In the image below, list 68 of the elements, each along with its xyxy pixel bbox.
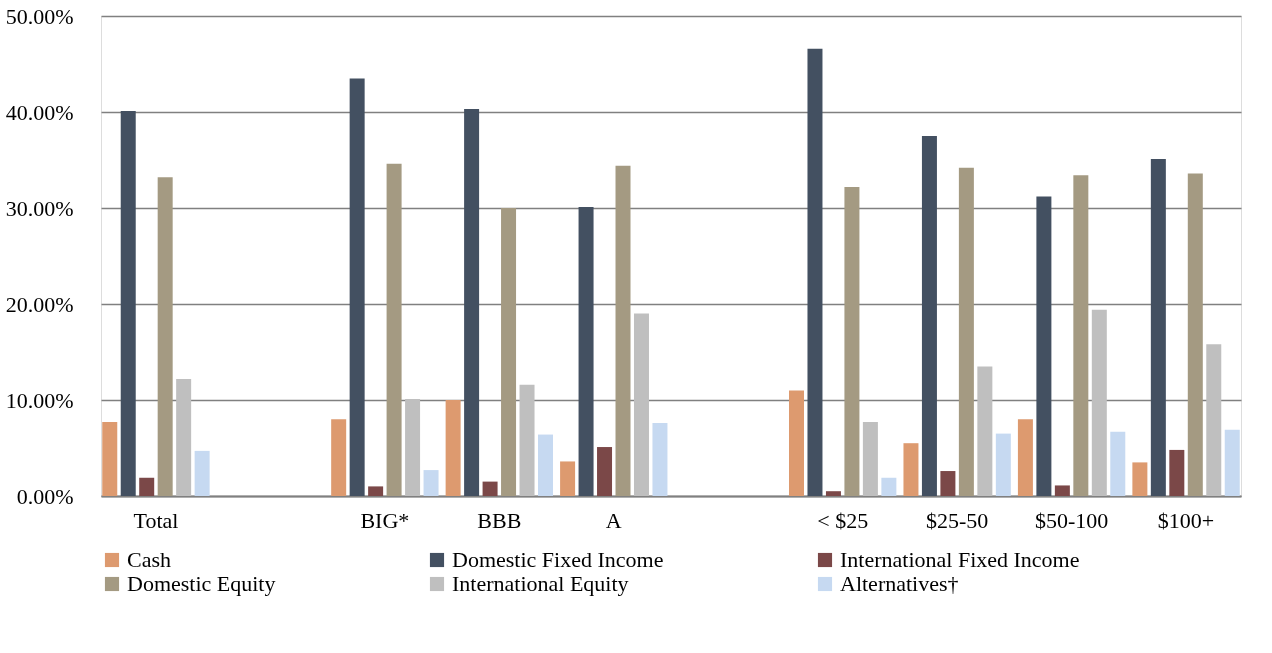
bar xyxy=(1150,159,1166,496)
y-tick-label: 10.00% xyxy=(5,387,74,413)
bar xyxy=(844,186,860,496)
y-tick-label: 0.00% xyxy=(16,483,74,509)
bar xyxy=(139,477,155,496)
y-tick-label: 30.00% xyxy=(5,195,74,221)
bar xyxy=(538,434,553,496)
y-tick-label: 50.00% xyxy=(5,3,74,29)
legend-label: Domestic Equity xyxy=(127,571,276,596)
bar xyxy=(349,78,365,496)
x-tick-label: BBB xyxy=(477,507,522,533)
bar xyxy=(633,313,649,496)
x-tick-label: A xyxy=(605,507,622,533)
legend-label: Alternatives† xyxy=(840,571,959,596)
bar xyxy=(176,378,192,496)
x-tick-label: $25-50 xyxy=(925,507,989,533)
bar xyxy=(405,399,421,496)
bar xyxy=(331,419,347,496)
bar xyxy=(862,422,878,496)
y-tick-label: 40.00% xyxy=(5,99,74,125)
legend-label: International Fixed Income xyxy=(840,547,1080,572)
bar xyxy=(1224,429,1240,496)
bar xyxy=(1169,449,1185,496)
bar xyxy=(1054,485,1070,496)
bar xyxy=(921,136,937,496)
bar xyxy=(560,461,576,496)
bar xyxy=(578,207,594,496)
bar xyxy=(1036,196,1052,496)
bar xyxy=(940,471,956,496)
legend-label: International Equity xyxy=(452,571,629,596)
bar xyxy=(1206,344,1222,496)
bar xyxy=(464,109,480,496)
bar xyxy=(1110,431,1126,496)
x-tick-label: $50-100 xyxy=(1034,507,1109,533)
bar xyxy=(368,486,384,496)
x-tick-label: < $25 xyxy=(817,507,869,533)
bar xyxy=(519,384,535,496)
bar xyxy=(423,470,439,496)
bar xyxy=(194,450,210,496)
legend-label: Cash xyxy=(127,547,171,572)
bar xyxy=(652,423,668,496)
bar xyxy=(881,477,897,496)
bar xyxy=(958,167,974,496)
bar xyxy=(1091,309,1107,496)
bar xyxy=(445,400,461,496)
bar xyxy=(1187,173,1203,496)
bar xyxy=(977,366,993,496)
y-tick-label: 20.00% xyxy=(5,291,74,317)
bar xyxy=(386,163,402,496)
bar xyxy=(903,443,919,496)
x-tick-label: $100+ xyxy=(1157,507,1215,533)
bar xyxy=(102,422,118,496)
bar xyxy=(995,433,1011,496)
bar xyxy=(1017,419,1033,496)
bar xyxy=(615,165,631,496)
bar xyxy=(482,481,498,496)
x-tick-label: Total xyxy=(133,507,179,533)
bar xyxy=(597,447,613,496)
bar xyxy=(1132,462,1148,496)
bar xyxy=(825,491,841,496)
bar xyxy=(1073,175,1089,496)
bar xyxy=(789,390,804,496)
bar xyxy=(807,48,823,496)
bar xyxy=(501,208,517,496)
bar xyxy=(157,177,173,496)
legend-label: Domestic Fixed Income xyxy=(452,547,664,572)
bar xyxy=(120,111,136,496)
x-tick-label: BIG* xyxy=(360,507,410,533)
